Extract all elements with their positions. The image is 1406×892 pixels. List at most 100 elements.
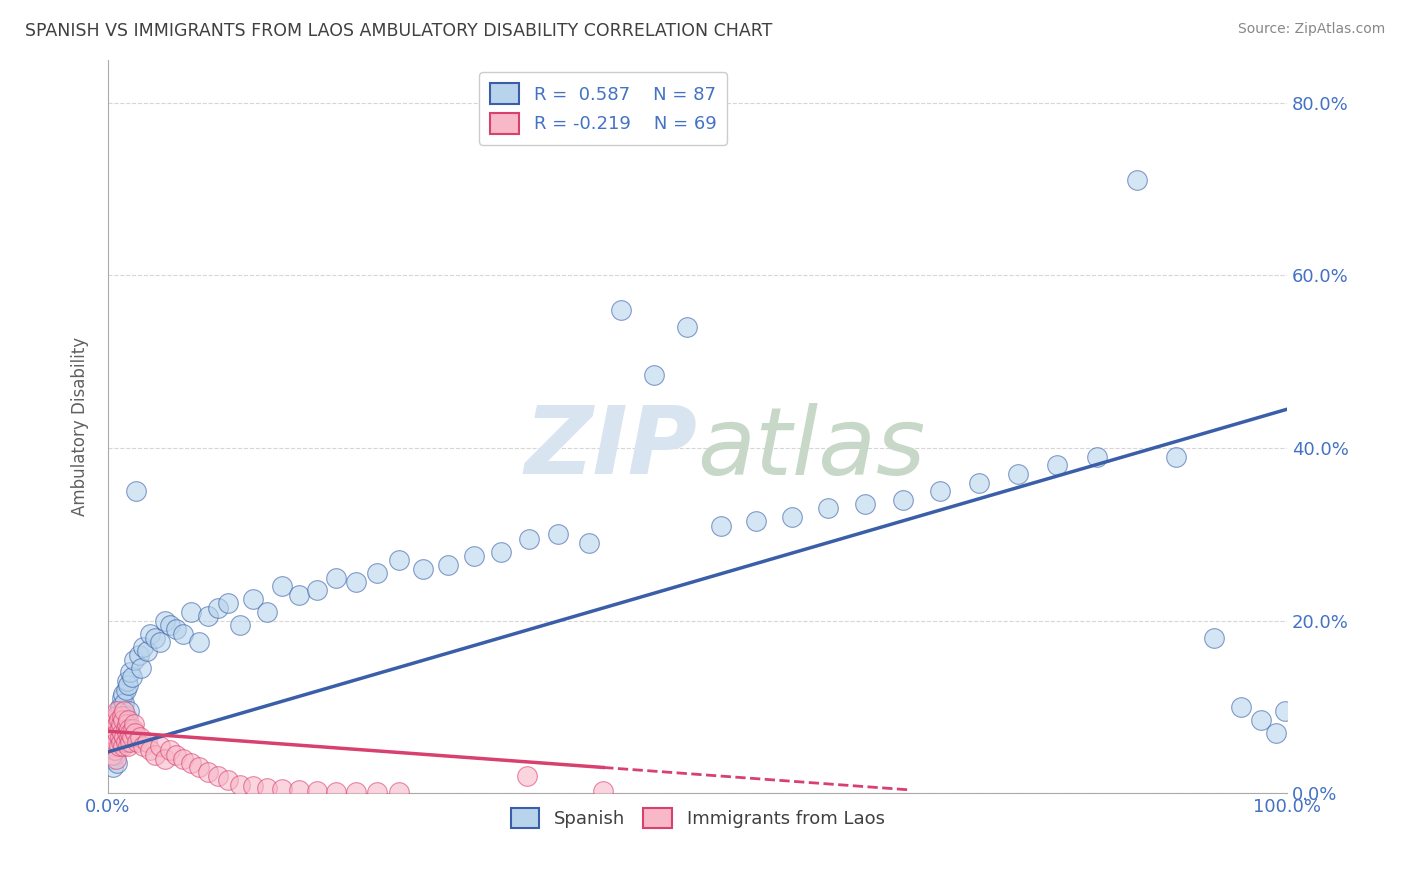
Point: [344, 574, 367, 589]
Point: [197, 764, 219, 779]
Point: [187, 635, 209, 649]
Point: [105, 752, 128, 766]
Point: [1230, 700, 1253, 714]
Point: [112, 739, 135, 753]
Point: [891, 492, 914, 507]
Point: [114, 731, 136, 745]
Point: [229, 778, 252, 792]
Point: [165, 623, 187, 637]
Point: [107, 739, 129, 753]
Point: [120, 665, 142, 680]
Point: [120, 734, 142, 748]
Point: [112, 713, 135, 727]
Point: [745, 515, 768, 529]
Point: [165, 747, 187, 762]
Point: [1046, 458, 1069, 473]
Point: [592, 784, 614, 798]
Point: [288, 588, 311, 602]
Point: [101, 734, 124, 748]
Point: [122, 717, 145, 731]
Point: [366, 785, 388, 799]
Point: [103, 743, 125, 757]
Point: [114, 696, 136, 710]
Point: [489, 544, 512, 558]
Point: [115, 674, 138, 689]
Point: [129, 661, 152, 675]
Point: [172, 626, 194, 640]
Point: [104, 743, 127, 757]
Point: [256, 781, 278, 796]
Point: [107, 713, 129, 727]
Point: [104, 747, 127, 762]
Point: [107, 708, 129, 723]
Point: [1265, 726, 1288, 740]
Point: [101, 760, 124, 774]
Point: [153, 752, 176, 766]
Point: [98, 734, 121, 748]
Point: [103, 717, 125, 731]
Point: [197, 609, 219, 624]
Point: [100, 752, 122, 766]
Text: ZIP: ZIP: [524, 402, 697, 494]
Point: [412, 562, 434, 576]
Point: [103, 731, 125, 745]
Point: [1007, 467, 1029, 481]
Point: [610, 302, 633, 317]
Point: [115, 717, 138, 731]
Point: [139, 743, 162, 757]
Point: [132, 640, 155, 654]
Point: [578, 536, 600, 550]
Point: [120, 726, 142, 740]
Point: [121, 722, 143, 736]
Point: [111, 708, 134, 723]
Point: [105, 739, 128, 753]
Point: [135, 734, 157, 748]
Point: [1274, 704, 1296, 718]
Point: [110, 734, 132, 748]
Point: [517, 532, 540, 546]
Point: [114, 682, 136, 697]
Point: [159, 743, 181, 757]
Point: [114, 708, 136, 723]
Point: [242, 592, 264, 607]
Point: [1202, 631, 1225, 645]
Point: [104, 726, 127, 740]
Point: [969, 475, 991, 490]
Point: [114, 704, 136, 718]
Point: [107, 704, 129, 718]
Point: [547, 527, 569, 541]
Point: [110, 717, 132, 731]
Legend: Spanish, Immigrants from Laos: Spanish, Immigrants from Laos: [503, 800, 891, 836]
Point: [1250, 713, 1272, 727]
Point: [180, 605, 202, 619]
Point: [100, 717, 122, 731]
Point: [288, 783, 311, 797]
Point: [217, 773, 239, 788]
Point: [305, 784, 328, 798]
Point: [325, 784, 347, 798]
Point: [114, 734, 136, 748]
Point: [366, 566, 388, 581]
Point: [105, 713, 128, 727]
Point: [207, 769, 229, 783]
Point: [853, 497, 876, 511]
Point: [780, 510, 803, 524]
Point: [305, 583, 328, 598]
Point: [108, 722, 131, 736]
Point: [117, 739, 139, 753]
Point: [676, 320, 699, 334]
Point: [107, 756, 129, 771]
Point: [118, 704, 141, 718]
Point: [153, 614, 176, 628]
Point: [256, 605, 278, 619]
Point: [107, 717, 129, 731]
Point: [344, 784, 367, 798]
Point: [117, 713, 139, 727]
Point: [180, 756, 202, 771]
Point: [117, 678, 139, 692]
Point: [110, 717, 132, 731]
Point: [325, 570, 347, 584]
Point: [108, 700, 131, 714]
Point: [118, 722, 141, 736]
Point: [143, 747, 166, 762]
